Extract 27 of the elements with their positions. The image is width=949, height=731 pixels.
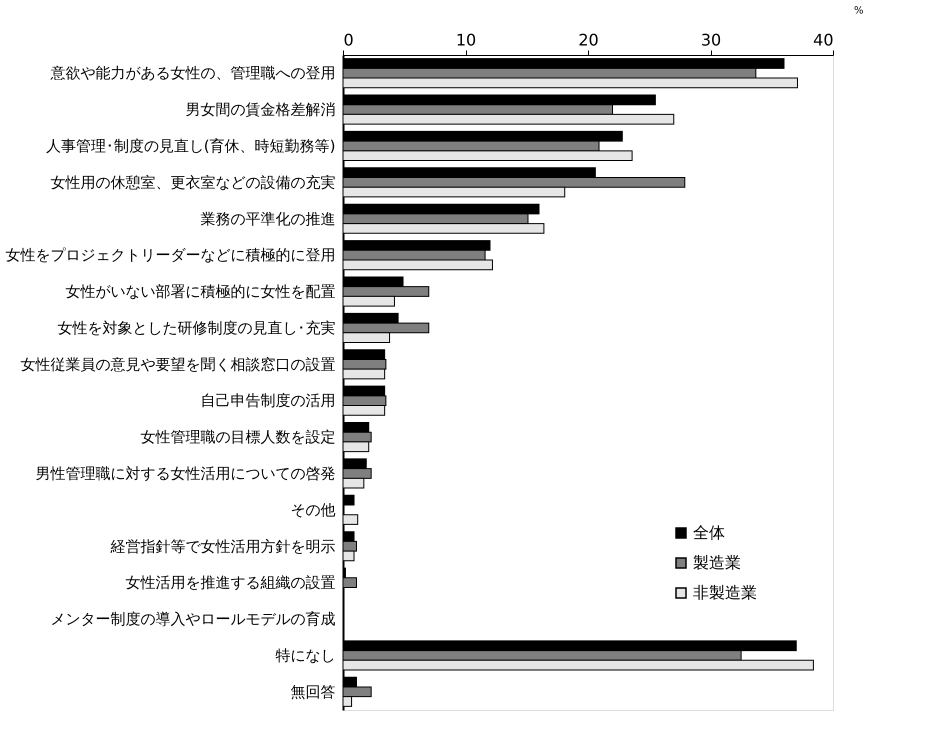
y-tick-label: 経営指針等で女性活用方針を明示 [110, 537, 336, 556]
y-tick-label: 自己申告制度の活用 [200, 392, 336, 410]
legend-label: 非製造業 [693, 583, 757, 602]
y-tick-label: 女性をプロジェクトリーダーなどに積極的に登用 [6, 246, 336, 264]
y-tick-label: 意欲や能力がある女性の、管理職への登用 [50, 64, 336, 82]
y-tick-label: 女性活用を推進する組織の設置 [126, 574, 336, 592]
y-tick-label: 無回答 [290, 682, 336, 701]
x-tick-label: 30 [700, 30, 722, 50]
y-tick-label: 人事管理･制度の見直し(育休、時短勤務等) [46, 136, 336, 155]
x-tick-label: 40 [813, 30, 834, 50]
y-tick-label: 女性用の休憩室、更衣室などの設備の充実 [50, 173, 336, 192]
y-tick-label: 女性従業員の意見や要望を聞く相談窓口の設置 [20, 355, 336, 374]
y-tick-label: 女性を対象とした研修制度の見直し･充実 [58, 318, 336, 337]
y-tick-label: 男性管理職に対する女性活用についての啓発 [36, 464, 336, 482]
y-tick-label: 女性がいない部署に積極的に女性を配置 [66, 282, 336, 301]
x-tick-label: 20 [578, 30, 599, 50]
x-tick-label: 10 [456, 30, 476, 50]
x-axis-title: % [854, 6, 864, 16]
y-tick-label: 男女間の賃金格差解消 [186, 100, 336, 119]
y-tick-label: メンター制度の導入やロールモデルの育成 [50, 610, 336, 628]
y-tick-label: 業務の平準化の推進 [200, 210, 336, 228]
y-tick-label: その他 [290, 500, 336, 519]
legend-label: 製造業 [693, 553, 741, 572]
y-tick-label: 女性管理職の目標人数を設定 [140, 428, 336, 446]
x-tick-label: 0 [344, 30, 354, 50]
legend-label: 全体 [693, 523, 725, 542]
y-tick-label: 特になし [276, 646, 336, 664]
